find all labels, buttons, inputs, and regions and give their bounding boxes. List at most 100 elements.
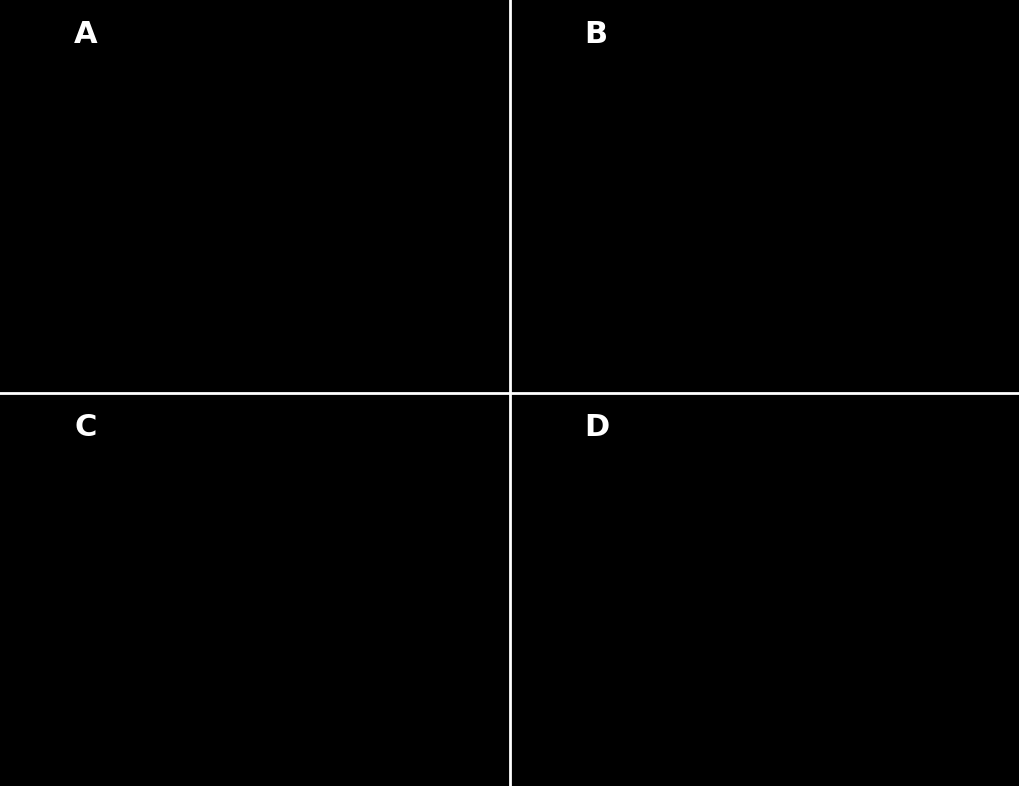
Polygon shape xyxy=(121,506,131,515)
Polygon shape xyxy=(177,480,182,484)
Text: B: B xyxy=(584,20,606,49)
Polygon shape xyxy=(374,634,385,643)
Polygon shape xyxy=(90,608,94,612)
Polygon shape xyxy=(105,648,115,656)
Polygon shape xyxy=(153,696,160,703)
Polygon shape xyxy=(384,612,392,619)
Polygon shape xyxy=(252,540,263,549)
Polygon shape xyxy=(237,163,288,214)
Polygon shape xyxy=(338,569,343,574)
Polygon shape xyxy=(405,549,416,558)
Polygon shape xyxy=(800,193,807,200)
Polygon shape xyxy=(374,575,379,579)
Polygon shape xyxy=(258,681,266,688)
Polygon shape xyxy=(780,562,843,617)
Polygon shape xyxy=(272,575,284,584)
Polygon shape xyxy=(346,701,357,709)
Polygon shape xyxy=(394,616,406,625)
Polygon shape xyxy=(129,301,144,312)
Polygon shape xyxy=(184,634,189,637)
Polygon shape xyxy=(199,450,210,460)
Polygon shape xyxy=(235,124,274,151)
Polygon shape xyxy=(355,583,361,589)
Polygon shape xyxy=(288,450,292,454)
Polygon shape xyxy=(213,690,219,695)
Polygon shape xyxy=(650,179,682,214)
Polygon shape xyxy=(360,497,367,501)
Polygon shape xyxy=(137,624,144,630)
Polygon shape xyxy=(287,663,291,666)
Polygon shape xyxy=(210,738,218,745)
Polygon shape xyxy=(93,661,104,670)
Polygon shape xyxy=(247,479,251,483)
Polygon shape xyxy=(190,608,202,619)
Polygon shape xyxy=(215,462,219,466)
Polygon shape xyxy=(377,483,386,490)
Polygon shape xyxy=(164,446,174,453)
Polygon shape xyxy=(340,605,350,613)
Polygon shape xyxy=(114,637,124,644)
Polygon shape xyxy=(190,723,201,732)
Polygon shape xyxy=(130,594,137,599)
Polygon shape xyxy=(196,729,206,737)
Polygon shape xyxy=(179,732,186,738)
Polygon shape xyxy=(149,576,189,619)
Polygon shape xyxy=(218,430,225,436)
Polygon shape xyxy=(212,437,223,446)
Polygon shape xyxy=(209,140,237,159)
Polygon shape xyxy=(112,656,123,666)
Polygon shape xyxy=(426,531,430,534)
Polygon shape xyxy=(217,582,223,586)
Polygon shape xyxy=(310,669,316,674)
Polygon shape xyxy=(118,579,129,589)
Polygon shape xyxy=(576,27,953,366)
Polygon shape xyxy=(115,627,121,632)
Polygon shape xyxy=(251,560,260,567)
Polygon shape xyxy=(153,179,184,214)
Polygon shape xyxy=(193,649,199,654)
Polygon shape xyxy=(206,532,214,538)
Polygon shape xyxy=(623,69,906,324)
Polygon shape xyxy=(236,703,244,709)
Polygon shape xyxy=(58,0,451,393)
Polygon shape xyxy=(221,167,249,186)
Polygon shape xyxy=(416,645,423,649)
Polygon shape xyxy=(318,270,332,281)
Polygon shape xyxy=(631,160,701,233)
Polygon shape xyxy=(259,145,290,169)
Polygon shape xyxy=(177,685,187,693)
Polygon shape xyxy=(233,637,239,642)
Polygon shape xyxy=(308,492,312,496)
Polygon shape xyxy=(204,559,211,564)
Polygon shape xyxy=(252,687,261,695)
Polygon shape xyxy=(633,467,896,712)
Polygon shape xyxy=(287,542,293,546)
Polygon shape xyxy=(238,548,243,552)
Polygon shape xyxy=(317,713,327,721)
Polygon shape xyxy=(148,498,157,505)
Polygon shape xyxy=(337,736,341,740)
Polygon shape xyxy=(372,716,379,722)
Polygon shape xyxy=(112,598,123,607)
Polygon shape xyxy=(195,588,202,594)
Polygon shape xyxy=(325,641,336,650)
Polygon shape xyxy=(160,505,167,511)
Polygon shape xyxy=(101,647,111,655)
Polygon shape xyxy=(331,686,336,690)
Polygon shape xyxy=(243,130,267,145)
Polygon shape xyxy=(130,614,138,619)
Polygon shape xyxy=(255,181,270,196)
Polygon shape xyxy=(788,181,819,212)
Polygon shape xyxy=(154,587,163,594)
Polygon shape xyxy=(709,147,819,246)
Polygon shape xyxy=(375,579,384,586)
Polygon shape xyxy=(273,732,284,741)
Polygon shape xyxy=(400,639,409,646)
Polygon shape xyxy=(422,557,433,566)
Polygon shape xyxy=(318,655,330,664)
Polygon shape xyxy=(264,558,270,564)
Polygon shape xyxy=(162,574,169,579)
Polygon shape xyxy=(363,568,369,572)
Polygon shape xyxy=(428,582,433,586)
Polygon shape xyxy=(265,150,284,164)
